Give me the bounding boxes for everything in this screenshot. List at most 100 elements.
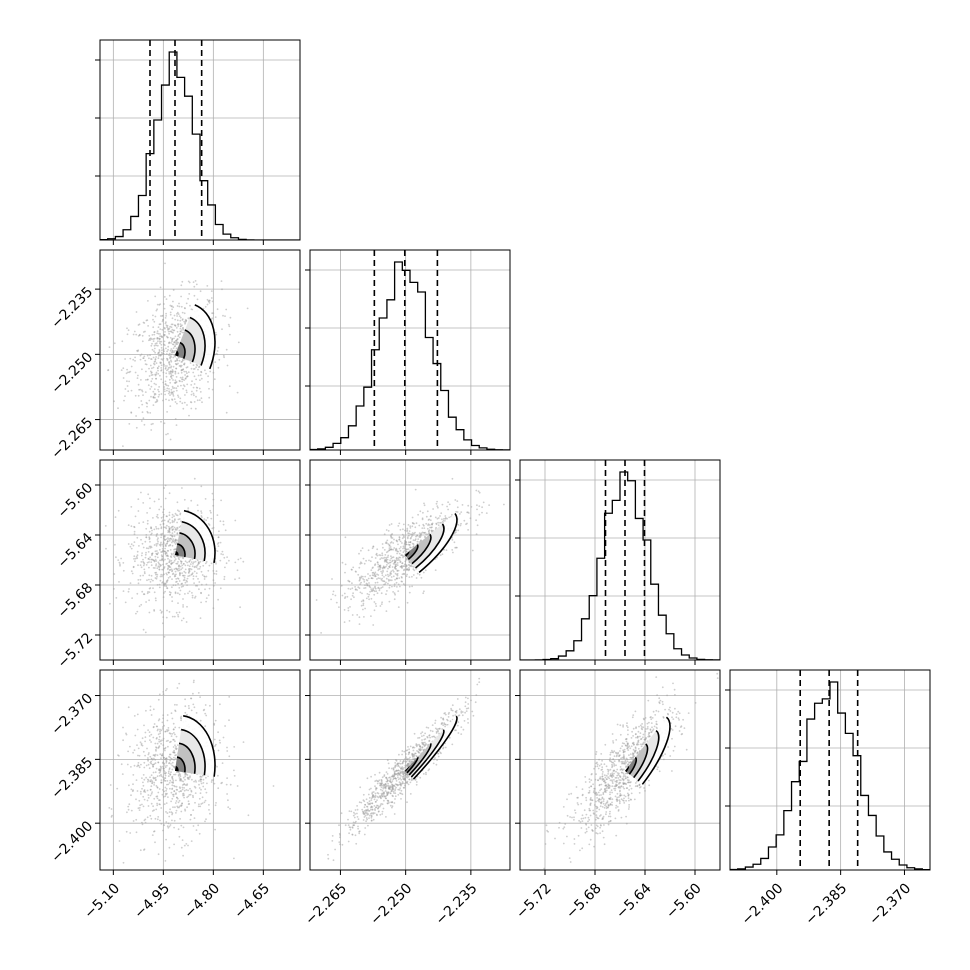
scatter-point <box>207 594 210 597</box>
scatter-point <box>470 506 473 508</box>
scatter-point <box>172 300 174 303</box>
scatter-point <box>164 547 166 550</box>
scatter-point <box>149 540 151 543</box>
scatter-point <box>403 550 406 552</box>
scatter-point <box>402 760 405 763</box>
y-tick-label: −5.60 <box>55 480 97 522</box>
scatter-point <box>393 792 395 794</box>
scatter-point <box>143 766 146 769</box>
scatter-point <box>161 721 164 724</box>
scatter-point <box>370 816 373 819</box>
scatter-point <box>352 814 355 817</box>
scatter-point <box>405 543 408 545</box>
scatter-point <box>184 593 186 595</box>
scatter-point <box>157 761 160 764</box>
scatter-point <box>403 573 405 576</box>
scatter-point <box>382 807 385 810</box>
scatter-point <box>173 387 176 389</box>
scatter-point <box>168 538 170 540</box>
scatter-point <box>143 423 146 426</box>
scatter-point <box>379 577 381 580</box>
scatter-point <box>383 556 386 559</box>
scatter-point <box>181 318 184 320</box>
scatter-point <box>192 681 195 684</box>
scatter-point <box>173 526 176 529</box>
scatter-point <box>577 803 580 806</box>
scatter-point <box>407 524 410 526</box>
scatter-point <box>425 773 427 776</box>
scatter-point <box>169 732 172 735</box>
scatter-point <box>148 367 150 370</box>
scatter-point <box>341 561 344 564</box>
scatter-point <box>169 575 171 578</box>
scatter-point <box>150 802 153 805</box>
scatter-point <box>129 357 132 360</box>
scatter-point <box>371 791 374 794</box>
scatter-point <box>595 800 597 803</box>
scatter-point <box>175 611 178 614</box>
scatter-point <box>397 590 400 592</box>
scatter-point <box>435 522 438 525</box>
scatter-point <box>401 537 404 540</box>
scatter-point <box>392 777 395 780</box>
scatter-point <box>162 796 165 798</box>
panel-frame <box>519 459 721 661</box>
histogram-step <box>520 471 720 660</box>
scatter-point <box>186 561 188 564</box>
scatter-point <box>368 800 371 803</box>
scatter-point <box>191 572 194 574</box>
scatter-point <box>367 577 370 580</box>
scatter-point <box>190 697 192 700</box>
scatter-point <box>598 794 601 797</box>
scatter-point <box>165 372 168 375</box>
scatter-point <box>381 572 383 575</box>
scatter-point <box>223 578 226 581</box>
scatter-point <box>156 818 159 821</box>
scatter-point <box>162 765 164 768</box>
scatter-point <box>609 768 612 771</box>
scatter-point <box>185 302 188 305</box>
scatter-point <box>372 545 375 548</box>
scatter-point <box>157 340 159 343</box>
scatter-point <box>216 550 219 552</box>
scatter-point <box>139 564 142 567</box>
scatter-point <box>168 366 171 369</box>
scatter-point <box>373 590 376 593</box>
scatter-point <box>576 802 579 804</box>
scatter-point <box>338 832 341 835</box>
scatter-point <box>145 564 148 566</box>
scatter-point <box>399 540 402 543</box>
scatter-point <box>394 783 397 785</box>
scatter-point <box>376 578 378 580</box>
scatter-point <box>170 556 173 558</box>
scatter-panel-3-1 <box>305 669 511 875</box>
scatter-point <box>200 485 203 488</box>
scatter-point <box>173 314 176 317</box>
scatter-point <box>388 586 391 589</box>
scatter-point <box>155 795 158 798</box>
scatter-point <box>165 757 167 760</box>
scatter-point <box>178 315 181 317</box>
scatter-point <box>341 843 344 846</box>
scatter-point <box>447 508 449 511</box>
scatter-point <box>562 827 565 830</box>
scatter-point <box>204 788 207 791</box>
scatter-point <box>440 716 442 719</box>
scatter-point <box>466 522 468 525</box>
scatter-point <box>169 405 172 407</box>
x-tick-label: −4.95 <box>131 880 173 922</box>
scatter-point <box>180 810 183 813</box>
scatter-point <box>384 797 387 800</box>
scatter-point <box>162 829 164 832</box>
scatter-point <box>382 787 385 790</box>
scatter-point <box>174 318 177 321</box>
scatter-point <box>185 789 188 791</box>
scatter-point <box>355 842 358 845</box>
scatter-point <box>172 765 175 768</box>
scatter-point <box>174 740 176 743</box>
scatter-point <box>356 816 359 818</box>
scatter-point <box>417 538 420 540</box>
scatter-point <box>142 795 145 798</box>
scatter-point <box>172 806 174 809</box>
scatter-point <box>198 588 200 591</box>
